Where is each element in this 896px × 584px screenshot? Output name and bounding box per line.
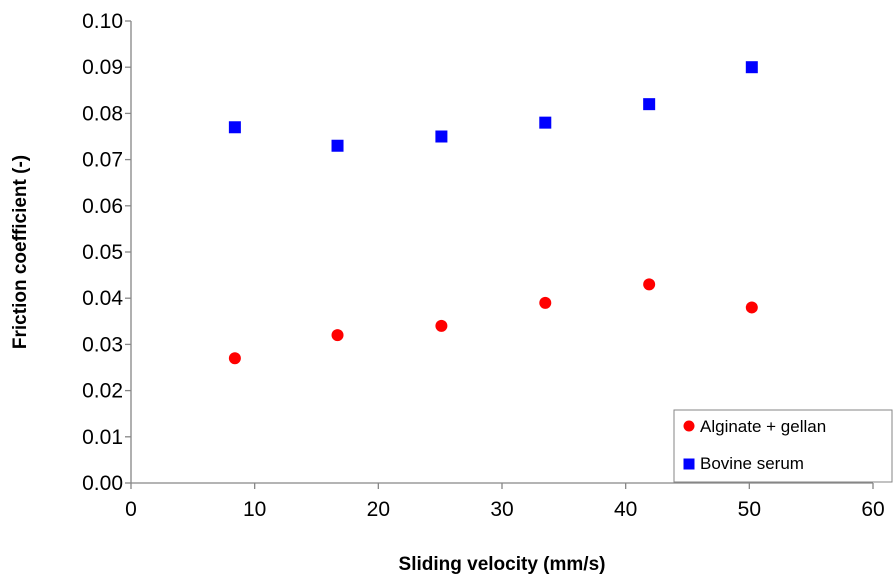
data-points-layer (228, 61, 758, 365)
x-tick-label: 20 (367, 498, 390, 521)
y-tick-label: 0.04 (82, 287, 123, 310)
x-tick-label: 40 (614, 498, 637, 521)
y-tick-label: 0.09 (82, 56, 123, 79)
data-point-alginate-gellan (745, 301, 758, 314)
x-tick-label: 0 (125, 498, 137, 521)
x-tick-label: 10 (243, 498, 266, 521)
x-axis-title: Sliding velocity (mm/s) (399, 554, 606, 575)
data-point-alginate-gellan (331, 329, 344, 342)
y-tick-label: 0.02 (82, 380, 123, 403)
y-tick-label: 0.07 (82, 149, 123, 172)
y-tick-label: 0.01 (82, 426, 123, 449)
data-point-alginate-gellan (228, 352, 241, 365)
data-point-bovine-serum (745, 61, 758, 74)
y-tick-label: 0.06 (82, 195, 123, 218)
ticks-layer: 0.00 0.01 0.02 0.03 0.04 0.05 0.06 0.07 0.08 0.09… (82, 10, 885, 521)
data-point-alginate-gellan (435, 319, 448, 332)
y-tick-label: 0.08 (82, 102, 123, 125)
legend-label-bovine-serum: Bovine serum (700, 454, 804, 473)
y-tick-label: 0.05 (82, 241, 123, 264)
data-point-bovine-serum (435, 130, 448, 143)
legend-box (673, 409, 893, 483)
data-point-bovine-serum (643, 98, 656, 111)
data-point-bovine-serum (331, 139, 344, 152)
legend: Alginate + gellan Bovine serum (673, 409, 893, 483)
y-axis-title: Friction coefficient (-) (10, 155, 31, 349)
y-tick-label: 0.03 (82, 333, 123, 356)
legend-marker-bovine-serum (683, 458, 695, 470)
legend-label-alginate-gellan: Alginate + gellan (700, 417, 826, 436)
data-point-alginate-gellan (643, 278, 656, 291)
data-point-bovine-serum (539, 116, 552, 129)
y-tick-label: 0.00 (82, 472, 123, 495)
x-tick-label: 50 (738, 498, 761, 521)
x-tick-label: 60 (861, 498, 884, 521)
y-tick-label: 0.10 (82, 10, 123, 33)
x-tick-label: 30 (490, 498, 513, 521)
legend-marker-alginate-gellan (683, 420, 695, 432)
data-point-alginate-gellan (539, 296, 552, 309)
data-point-bovine-serum (228, 121, 241, 134)
